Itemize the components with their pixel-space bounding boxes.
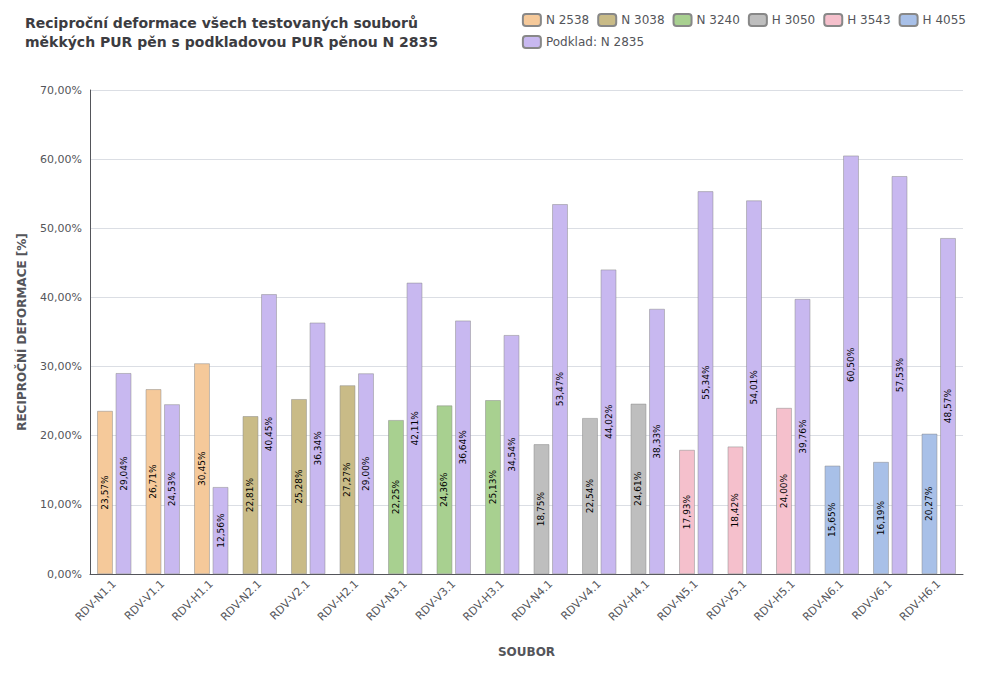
- svg-text:39,76%: 39,76%: [798, 419, 808, 454]
- svg-text:30,45%: 30,45%: [197, 451, 207, 486]
- svg-text:10,00%: 10,00%: [40, 498, 82, 511]
- svg-text:25,13%: 25,13%: [488, 470, 498, 505]
- svg-text:RDV-V6.1: RDV-V6.1: [850, 577, 895, 622]
- svg-text:24,00%: 24,00%: [779, 473, 789, 508]
- svg-text:40,45%: 40,45%: [264, 417, 274, 452]
- svg-text:29,04%: 29,04%: [119, 456, 129, 491]
- svg-text:23,57%: 23,57%: [100, 475, 110, 510]
- svg-text:N 3240: N 3240: [697, 13, 740, 27]
- svg-text:44,02%: 44,02%: [604, 404, 614, 439]
- svg-text:24,53%: 24,53%: [167, 472, 177, 507]
- svg-text:30,00%: 30,00%: [40, 360, 82, 373]
- svg-text:H 3543: H 3543: [847, 13, 890, 27]
- svg-text:18,42%: 18,42%: [730, 493, 740, 528]
- svg-text:22,25%: 22,25%: [391, 479, 401, 514]
- svg-text:29,00%: 29,00%: [361, 456, 371, 491]
- svg-text:RDV-H3.1: RDV-H3.1: [461, 577, 507, 623]
- svg-text:48,57%: 48,57%: [943, 388, 953, 423]
- svg-text:70,00%: 70,00%: [40, 84, 82, 97]
- svg-text:17,93%: 17,93%: [682, 494, 692, 529]
- svg-text:15,65%: 15,65%: [827, 502, 837, 537]
- svg-text:36,34%: 36,34%: [313, 431, 323, 466]
- svg-text:34,54%: 34,54%: [507, 437, 517, 472]
- svg-text:N 2538: N 2538: [546, 13, 589, 27]
- svg-text:38,33%: 38,33%: [652, 424, 662, 459]
- svg-text:RDV-N1.1: RDV-N1.1: [73, 577, 119, 623]
- svg-text:60,50%: 60,50%: [846, 347, 856, 382]
- svg-text:RDV-N2.1: RDV-N2.1: [218, 577, 264, 623]
- svg-text:RDV-H1.1: RDV-H1.1: [170, 577, 216, 623]
- svg-text:42,11%: 42,11%: [410, 411, 420, 446]
- svg-text:RDV-V2.1: RDV-V2.1: [268, 577, 313, 622]
- svg-text:RDV-V3.1: RDV-V3.1: [413, 577, 458, 622]
- svg-text:RECIPROČNÍ DEFORMACE [%]: RECIPROČNÍ DEFORMACE [%]: [14, 233, 29, 431]
- svg-text:H 3050: H 3050: [772, 13, 815, 27]
- svg-text:RDV-V4.1: RDV-V4.1: [559, 577, 604, 622]
- svg-text:55,34%: 55,34%: [701, 365, 711, 400]
- svg-text:N 3038: N 3038: [621, 13, 664, 27]
- svg-text:16,19%: 16,19%: [876, 500, 886, 535]
- svg-text:0,00%: 0,00%: [47, 568, 82, 581]
- svg-text:Reciproční deformace všech tes: Reciproční deformace všech testovaných s…: [25, 15, 418, 31]
- svg-text:12,56%: 12,56%: [216, 513, 226, 548]
- svg-text:27,27%: 27,27%: [342, 462, 352, 497]
- svg-text:20,27%: 20,27%: [924, 486, 934, 521]
- svg-text:24,61%: 24,61%: [633, 471, 643, 506]
- svg-text:24,36%: 24,36%: [439, 472, 449, 507]
- svg-text:RDV-H6.1: RDV-H6.1: [897, 577, 943, 623]
- svg-text:60,00%: 60,00%: [40, 153, 82, 166]
- svg-text:RDV-H5.1: RDV-H5.1: [752, 577, 798, 623]
- svg-text:RDV-H2.1: RDV-H2.1: [315, 577, 361, 623]
- svg-text:26,71%: 26,71%: [148, 464, 158, 499]
- svg-text:SOUBOR: SOUBOR: [498, 645, 555, 659]
- svg-text:Podklad: N 2835: Podklad: N 2835: [546, 35, 644, 49]
- svg-text:40,00%: 40,00%: [40, 291, 82, 304]
- svg-text:RDV-N6.1: RDV-N6.1: [800, 577, 846, 623]
- svg-text:H 4055: H 4055: [923, 13, 966, 27]
- svg-text:57,53%: 57,53%: [895, 358, 905, 393]
- svg-text:měkkých PUR pěn s podkladovou: měkkých PUR pěn s podkladovou PUR pěnou …: [25, 34, 438, 50]
- svg-text:18,75%: 18,75%: [536, 492, 546, 527]
- svg-text:20,00%: 20,00%: [40, 429, 82, 442]
- svg-text:54,01%: 54,01%: [749, 370, 759, 405]
- svg-text:RDV-V5.1: RDV-V5.1: [704, 577, 749, 622]
- svg-text:22,81%: 22,81%: [245, 478, 255, 513]
- svg-text:50,00%: 50,00%: [40, 222, 82, 235]
- svg-text:RDV-N5.1: RDV-N5.1: [655, 577, 701, 623]
- svg-text:25,28%: 25,28%: [294, 469, 304, 504]
- svg-text:RDV-N4.1: RDV-N4.1: [509, 577, 555, 623]
- svg-text:RDV-V1.1: RDV-V1.1: [122, 577, 167, 622]
- svg-text:53,47%: 53,47%: [555, 372, 565, 407]
- svg-text:RDV-H4.1: RDV-H4.1: [606, 577, 652, 623]
- svg-text:RDV-N3.1: RDV-N3.1: [364, 577, 410, 623]
- svg-text:36,64%: 36,64%: [458, 430, 468, 465]
- svg-text:22,54%: 22,54%: [585, 478, 595, 513]
